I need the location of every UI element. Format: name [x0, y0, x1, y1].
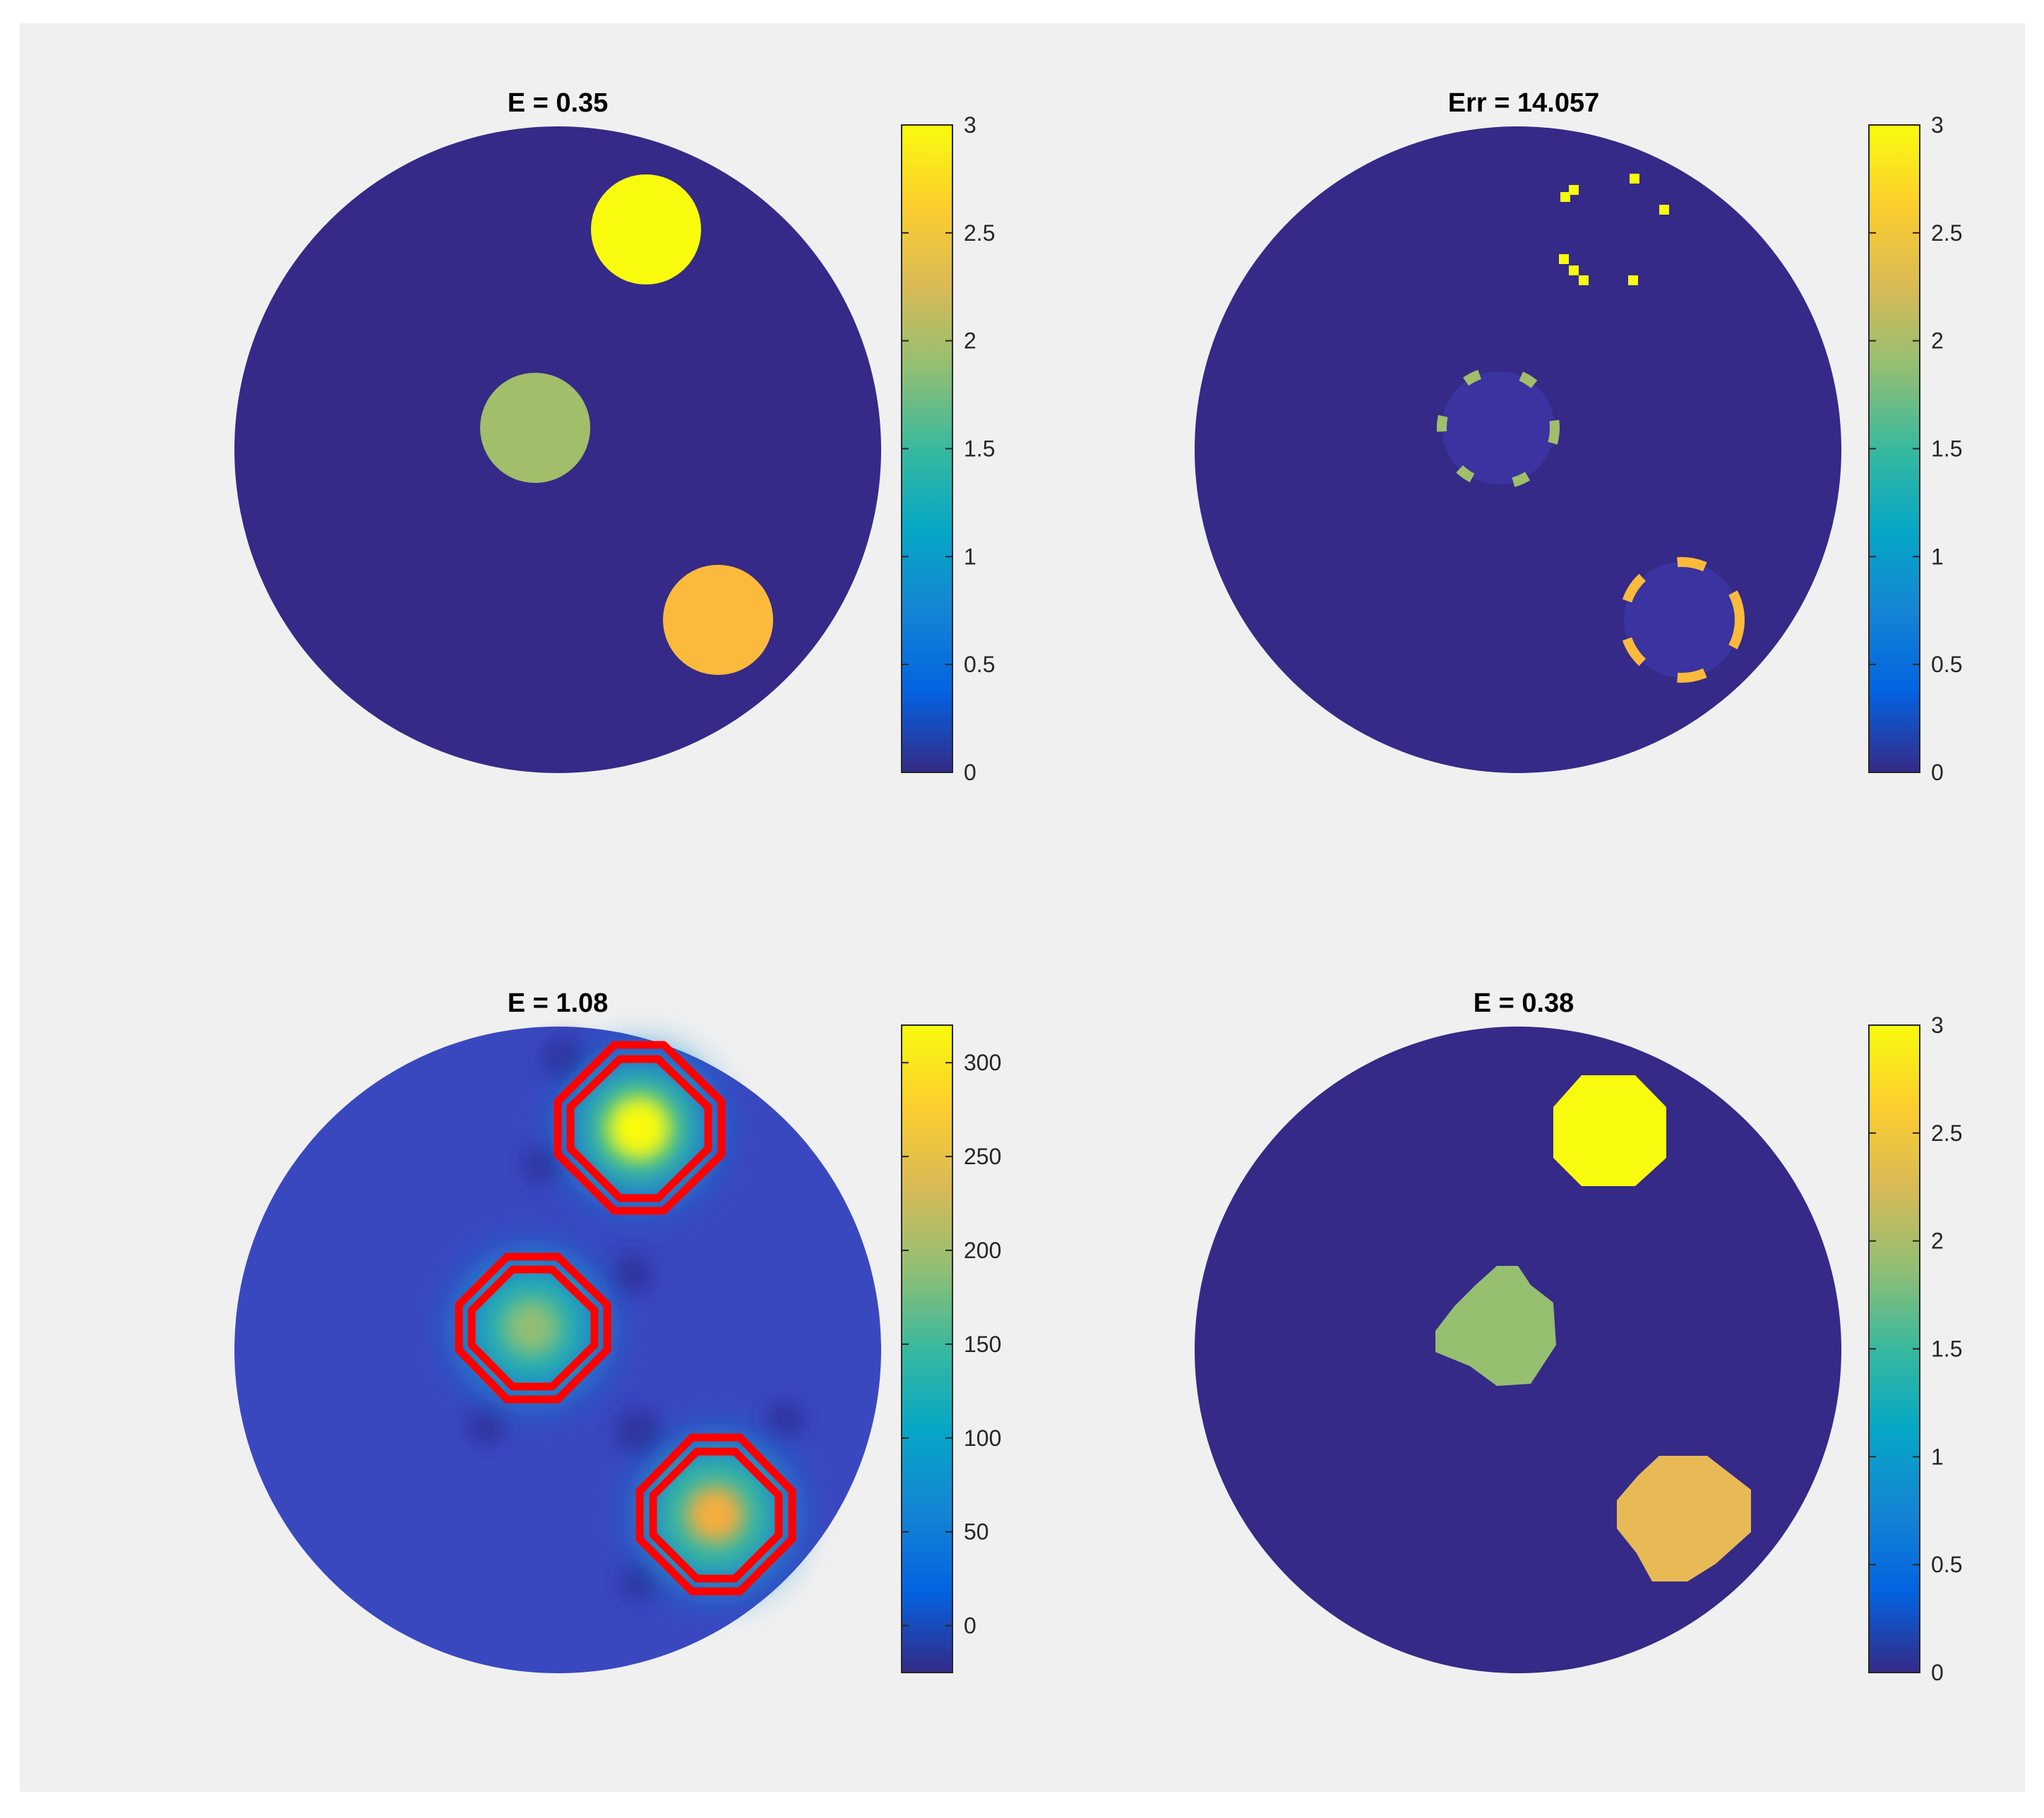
blob-middle — [455, 1251, 608, 1404]
disk-plot-bottom-right — [1195, 1027, 1841, 1673]
error-pixel — [1559, 254, 1569, 264]
error-pixel — [1630, 174, 1639, 184]
colorbar-top-left: 0 0.5 1 1.5 2 2.5 3 — [901, 112, 995, 785]
inclusion-top-error — [1559, 174, 1669, 285]
inclusion-top — [1553, 1075, 1666, 1186]
colorbar-gradient — [1868, 1024, 1920, 1673]
colorbar-ticks: 0 0.5 1 1.5 2 2.5 3 — [1869, 1012, 1962, 1685]
colorbar-tick-label: 0.5 — [964, 652, 995, 677]
colorbar-tick-label: 0.5 — [1931, 1552, 1962, 1577]
colorbar-ticks: 0 0.5 1 1.5 2 2.5 3 — [902, 112, 995, 785]
contour-bottom-inner — [649, 1447, 783, 1583]
colorbar-tick-label: 1.5 — [1931, 1336, 1962, 1362]
colorbar-bottom-right: 0 0.5 1 1.5 2 2.5 3 — [1868, 1012, 1962, 1685]
colorbar-tick-label: 0.5 — [1931, 652, 1962, 677]
colorbar-tick-label: 2 — [964, 328, 976, 354]
colorbar-tick-label: 200 — [964, 1238, 1001, 1263]
colorbar-tick-label: 50 — [964, 1519, 989, 1545]
colorbar-tick-label: 1.5 — [1931, 436, 1962, 462]
colorbar-tick-label: 0 — [1931, 760, 1944, 785]
colorbar-ticks: 0 50 100 150 200 250 300 — [902, 1050, 1001, 1639]
blob-core — [607, 1096, 671, 1160]
inclusion-middle — [1435, 1266, 1556, 1386]
error-pixel — [1579, 275, 1589, 285]
panel-title-top-right: Err = 14.057 — [1448, 88, 1599, 118]
colorbar-tick-label: 1.5 — [964, 436, 995, 462]
panel-bottom-left: E = 1.08 — [234, 988, 1001, 1673]
colorbar-tick-label: 250 — [964, 1144, 1001, 1169]
lobe — [616, 1409, 662, 1454]
error-pixel — [1560, 192, 1570, 202]
inclusion-bottom — [1617, 1456, 1751, 1581]
colorbar-ticks: 0 0.5 1 1.5 2 2.5 3 — [1869, 112, 1962, 785]
colorbar-tick-label: 3 — [964, 112, 976, 138]
lobe — [544, 1038, 586, 1080]
contour-top-outer — [554, 1041, 726, 1215]
error-pixel — [1659, 205, 1669, 215]
error-pixel — [1628, 275, 1638, 285]
inclusion-region — [1624, 562, 1740, 678]
colorbar-tick-label: 150 — [964, 1332, 1001, 1357]
inclusion-middle-error — [1437, 366, 1560, 489]
colorbar-tick-label: 1 — [964, 544, 976, 569]
colorbar-tick-label: 100 — [964, 1425, 1001, 1451]
contour-middle-inner — [467, 1265, 599, 1391]
lobe — [767, 1401, 803, 1437]
colorbar-bottom-left: 0 50 100 150 200 250 300 — [901, 1024, 1001, 1673]
colorbar-tick-label: 2.5 — [964, 220, 995, 246]
contour-bottom-outer — [635, 1433, 796, 1596]
panel-title-top-left: E = 0.35 — [508, 88, 609, 118]
contour-middle-outer — [455, 1252, 611, 1404]
panel-bottom-right: E = 0.38 0 0.5 1 1.5 2 2.5 3 — [1195, 988, 1962, 1685]
colorbar-tick-label: 0 — [1931, 1660, 1944, 1685]
disk-plot-top-right — [1195, 126, 1841, 773]
lobe — [467, 1408, 504, 1445]
colorbar-gradient — [901, 1024, 953, 1673]
lobe — [613, 1255, 652, 1294]
negative-lobes — [467, 1038, 803, 1600]
colorbar-tick-label: 2 — [1931, 1228, 1944, 1254]
blob-core — [505, 1300, 558, 1354]
disk-plot-top-left — [234, 126, 881, 773]
colorbar-gradient — [1868, 124, 1920, 773]
panel-title-bottom-left: E = 1.08 — [508, 988, 609, 1018]
blob-bottom — [636, 1435, 794, 1593]
lobe — [524, 1147, 561, 1183]
panel-title-bottom-right: E = 0.38 — [1474, 988, 1574, 1018]
colorbar-tick-label: 1 — [1931, 1444, 1944, 1469]
blob-top — [561, 1051, 717, 1206]
inclusion-edge — [1619, 557, 1745, 683]
colorbar-tick-label: 3 — [1931, 112, 1944, 138]
colorbar-tick-label: 0 — [964, 760, 976, 785]
colorbar-tick-label: 2.5 — [1931, 220, 1962, 246]
contour-top-inner — [566, 1055, 712, 1202]
inclusion-region — [1442, 371, 1555, 484]
inclusion-top — [591, 174, 701, 285]
colorbar-tick-label: 2 — [1931, 328, 1944, 354]
lobe — [621, 1563, 657, 1600]
colorbar-tick-label: 3 — [1931, 1012, 1944, 1038]
panel-top-left: E = 0.35 0 0.5 1 1.5 2 2.5 3 — [234, 88, 995, 785]
blob-core — [687, 1486, 743, 1543]
colorbar-tick-label: 2.5 — [1931, 1120, 1962, 1146]
colorbar-tick-label: 0 — [964, 1613, 976, 1639]
panel-top-right: Err = 14.057 00 — [1195, 88, 1962, 785]
error-pixel — [1569, 265, 1579, 275]
colorbar-top-right: 0 0.5 1 1.5 2 2.5 3 — [1868, 112, 1962, 785]
contour-overlay — [455, 1041, 796, 1596]
colorbar-tick-label: 300 — [964, 1050, 1001, 1075]
colorbar-tick-label: 1 — [1931, 544, 1944, 569]
disk-plot-bottom-left — [234, 1027, 881, 1673]
error-pixel — [1569, 185, 1579, 195]
colorbar-gradient — [901, 124, 953, 773]
inclusion-bottom — [663, 565, 773, 675]
inclusion-middle — [480, 373, 590, 483]
inclusion-bottom-error — [1619, 557, 1745, 683]
inclusion-edge — [1437, 366, 1560, 489]
